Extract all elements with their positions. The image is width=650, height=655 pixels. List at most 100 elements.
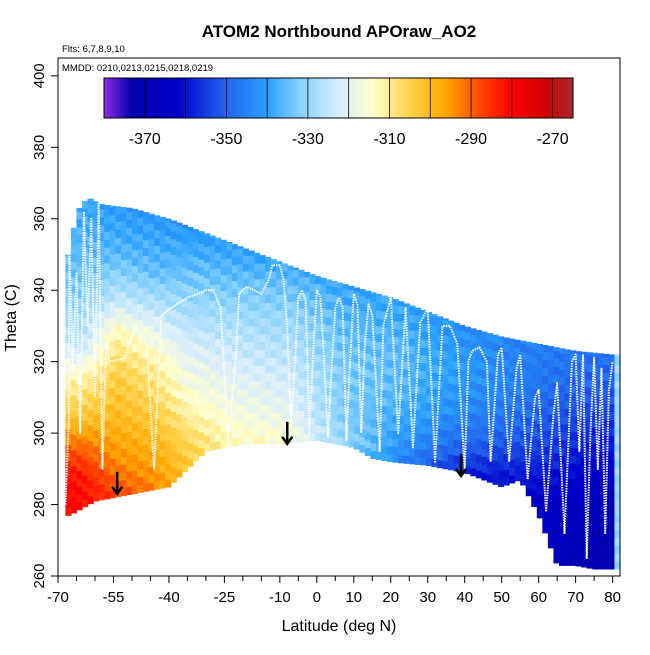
heatmap-cell [148, 301, 155, 310]
heatmap-cell [514, 441, 521, 450]
heatmap-cell [531, 342, 538, 350]
heatmap-cell [237, 381, 244, 390]
heatmap-cell [420, 441, 427, 450]
heatmap-cell [70, 363, 78, 372]
heatmap-cell [82, 365, 89, 374]
heatmap-cell [87, 267, 94, 277]
heatmap-cell [553, 523, 560, 532]
heatmap-cell [242, 278, 250, 288]
heatmap-cell [115, 370, 122, 380]
colorbar-swatch [189, 78, 193, 118]
heatmap-cell [148, 348, 155, 358]
heatmap-cell [215, 260, 222, 269]
heatmap-cell [398, 407, 405, 417]
heatmap-cell [475, 430, 482, 440]
heatmap-cell [93, 265, 100, 274]
colorbar-swatch [353, 78, 357, 118]
heatmap-cell [614, 395, 620, 405]
heatmap-cell [414, 401, 421, 410]
heatmap-cell [143, 310, 150, 319]
heatmap-cell [586, 512, 593, 522]
heatmap-cell [115, 268, 122, 278]
heatmap-cell [181, 353, 189, 363]
heatmap-cell [287, 285, 294, 295]
heatmap-cell [475, 422, 482, 432]
heatmap-cell [497, 337, 505, 346]
heatmap-cell [253, 270, 261, 280]
heatmap-cell [154, 465, 161, 474]
heatmap-cell [170, 262, 177, 271]
heatmap-cell [170, 403, 177, 413]
heatmap-cell [364, 447, 372, 457]
heatmap-cell [70, 237, 78, 247]
heatmap-cell [154, 363, 161, 372]
heatmap-cell [326, 301, 333, 310]
heatmap-cell [192, 421, 200, 430]
heatmap-cell [370, 301, 377, 310]
heatmap-cell [242, 388, 250, 398]
colorbar-swatch [526, 78, 530, 118]
heatmap-cell [586, 489, 593, 498]
heatmap-cell [76, 438, 83, 448]
heatmap-cell [448, 422, 455, 432]
heatmap-cell [170, 309, 177, 318]
heatmap-cell [126, 345, 133, 354]
heatmap-cell [431, 411, 438, 420]
heatmap-cell [98, 240, 105, 249]
heatmap-cell [70, 434, 78, 443]
heatmap-cell [387, 327, 394, 337]
heatmap-cell [137, 335, 144, 344]
heatmap-cell [614, 356, 620, 366]
heatmap-cell [215, 307, 222, 316]
heatmap-cell [453, 392, 460, 401]
heatmap-cell [126, 313, 133, 323]
heatmap-cell [259, 263, 266, 272]
heatmap-cell [414, 448, 421, 458]
heatmap-cell [192, 327, 200, 336]
colorbar-swatch [414, 78, 419, 118]
heatmap-cell [137, 287, 144, 297]
heatmap-cell [547, 359, 555, 368]
heatmap-cell [270, 341, 277, 351]
heatmap-cell [547, 398, 555, 407]
heatmap-cell [553, 366, 560, 375]
heatmap-cell [364, 337, 372, 346]
colorbar-swatch [441, 78, 445, 118]
heatmap-cell [137, 280, 144, 289]
heatmap-cell [531, 388, 538, 397]
heatmap-cell [337, 311, 344, 320]
heatmap-cell [287, 293, 294, 302]
heatmap-cell [553, 515, 560, 525]
heatmap-cell [165, 243, 172, 252]
heatmap-cell [143, 373, 150, 382]
heatmap-cell [143, 341, 150, 351]
heatmap-cell [93, 445, 100, 455]
heatmap-cell [603, 553, 610, 562]
heatmap-cell [176, 288, 183, 297]
heatmap-cell [486, 348, 494, 357]
heatmap-cell [70, 269, 78, 278]
heatmap-cell [176, 280, 183, 289]
heatmap-cell [187, 348, 194, 357]
heatmap-cell [137, 256, 144, 265]
heatmap-cell [98, 334, 105, 344]
heatmap-cell [176, 311, 183, 321]
heatmap-cell [137, 303, 144, 313]
heatmap-cell [253, 365, 261, 374]
heatmap-cell [364, 416, 372, 425]
heatmap-cell [87, 464, 94, 473]
heatmap-cell [592, 356, 599, 366]
heatmap-cell [570, 557, 577, 566]
heatmap-cell [143, 388, 150, 398]
heatmap-cell [104, 443, 111, 453]
heatmap-cell [392, 344, 399, 353]
heatmap-cell [159, 401, 166, 410]
heatmap-cell [226, 273, 233, 283]
heatmap-cell [98, 318, 105, 328]
heatmap-cell [531, 349, 538, 358]
heatmap-cell [364, 298, 372, 307]
heatmap-cell [126, 376, 133, 385]
heatmap-cell [104, 420, 111, 429]
heatmap-cell [143, 436, 150, 445]
